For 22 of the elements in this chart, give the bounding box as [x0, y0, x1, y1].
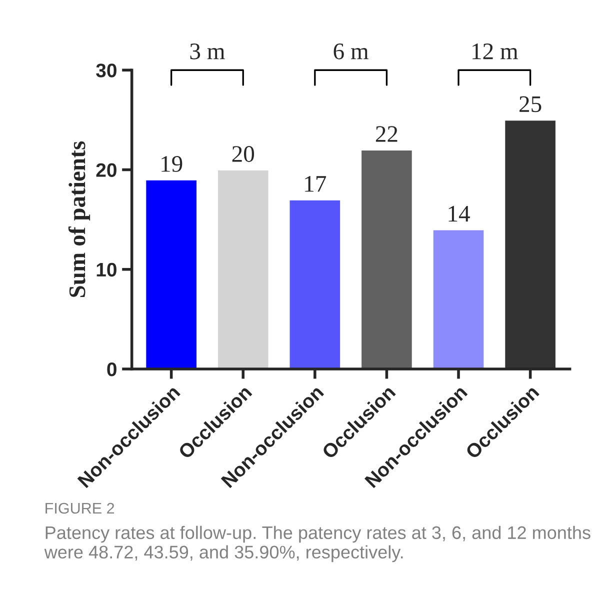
data-label: 25 [520, 96, 542, 112]
y-tick-label: 20 [96, 163, 116, 177]
text: 12 m [472, 43, 518, 60]
y-tick-label: 30 [96, 64, 116, 78]
text: 3 m [190, 43, 225, 60]
data-label: 22 [376, 126, 398, 142]
text: Patency rates at follow-up. The patency rates at 3, 6, and 12 months were 48.72, 43.59, and 35.90%, respectively. [44, 526, 590, 562]
bar [288, 198, 342, 369]
data-label: 17 [305, 176, 326, 192]
bar [216, 169, 270, 369]
y-axis-title: Sum of patients [68, 141, 90, 298]
data-label: 14 [448, 206, 470, 222]
bar [144, 179, 198, 369]
bar [432, 228, 486, 369]
data-label: 19 [162, 156, 182, 172]
caption: FIGURE 2 [46, 502, 114, 514]
data-label: 20 [232, 146, 254, 162]
bar [504, 119, 557, 369]
bar [360, 149, 414, 369]
y-tick-label: 0 [107, 362, 116, 376]
text: 6 m [334, 43, 368, 60]
y-tick-label: 10 [96, 262, 116, 277]
